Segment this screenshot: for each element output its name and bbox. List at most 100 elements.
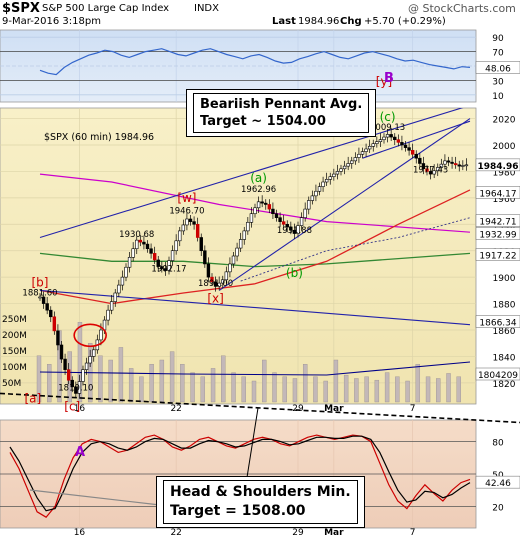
candle-body [292, 229, 297, 234]
candle-body [253, 207, 257, 215]
x-tick-label: Mar [324, 404, 344, 414]
volume-tick-label: 250M [2, 315, 27, 325]
wave-label: [x] [207, 291, 223, 305]
candle-body [99, 329, 103, 341]
last-label: Last [272, 16, 296, 27]
candle-body [117, 284, 121, 294]
candle-body [400, 142, 404, 146]
candle-body [188, 218, 193, 222]
x-tick-label: 16 [74, 404, 86, 414]
rsi-tick-label: 30 [492, 77, 504, 87]
candle-body [38, 296, 42, 299]
candle-body [289, 226, 293, 231]
price-value-label: 1881.60 [22, 288, 57, 298]
candle-body [127, 257, 132, 268]
candle-body [296, 225, 300, 234]
volume-bar [128, 368, 134, 403]
price-tick-label: 1880 [493, 301, 516, 311]
candle-body [382, 136, 386, 141]
candle-body [271, 208, 275, 215]
volume-tick-label: 150M [2, 347, 27, 357]
volume-bar [354, 378, 359, 403]
rsi-value-box [475, 61, 520, 74]
hs-line-2: Target = 1508.00 [170, 503, 306, 519]
price-tick-label: 1820 [493, 380, 516, 390]
candle-body [178, 230, 182, 242]
candle-body [52, 316, 57, 332]
candle-body [346, 163, 350, 167]
candle-body [106, 309, 110, 321]
candle-body [446, 160, 451, 163]
price-value-label: 1930.68 [119, 230, 154, 240]
candle-body [192, 221, 196, 225]
volume-bar [47, 364, 52, 403]
volume-bar [241, 376, 246, 403]
candle-body [389, 134, 393, 138]
candle-body [84, 362, 89, 370]
candle-body [231, 255, 236, 265]
x-tick-label: 29 [292, 404, 304, 414]
x-tick-label-lower: 29 [292, 528, 304, 538]
volume-tick-label: 50M [2, 379, 21, 389]
price-value-box [475, 248, 520, 261]
candle-body [163, 268, 168, 271]
candle-body [238, 239, 243, 249]
volume-bar [108, 359, 113, 403]
volume-tick-label: 200M [2, 331, 27, 341]
candle-body [314, 190, 318, 197]
candle-body [418, 157, 422, 164]
candle-body [224, 271, 229, 281]
copyright: @ StockCharts.com [408, 2, 516, 15]
candle-body [181, 224, 186, 232]
price-tick-label: 1900 [493, 274, 516, 284]
candle-body [443, 160, 447, 165]
rsi-tick-label: 70 [492, 49, 504, 59]
candle-body [59, 344, 64, 360]
candle-body [385, 134, 390, 138]
volume-bar [405, 380, 410, 403]
candle-body [149, 248, 153, 254]
index-name: S&P 500 Large Cap Index [42, 3, 170, 14]
price-value-box [475, 227, 520, 240]
candle-body [428, 171, 433, 175]
x-tick-label-lower: 7 [410, 528, 416, 538]
x-tick-label: 7 [410, 404, 416, 414]
price-tick-label: 1980 [493, 168, 516, 178]
ma-magenta-line [39, 173, 471, 233]
candle-body [70, 379, 74, 388]
symbol: $SPX [2, 1, 40, 16]
dotted-ma-line [240, 217, 471, 282]
lower-series-line [9, 435, 471, 512]
candle-body [335, 171, 340, 175]
volume-bar [456, 376, 461, 403]
candle-body [371, 143, 375, 147]
candle-body [63, 358, 67, 370]
candle-body [217, 282, 221, 287]
channel-inner-line [218, 118, 471, 291]
candle-body [145, 243, 150, 250]
volume-bar [98, 355, 103, 403]
price-value-box [475, 158, 520, 172]
pennant-line-1: Beariish Pennant Avg. [200, 97, 363, 112]
volume-value-tag: 1804209 [478, 371, 518, 381]
volume-bar [302, 364, 308, 403]
candle-body [453, 163, 458, 166]
volume-bar [395, 376, 400, 403]
candle-body [81, 369, 85, 382]
price-value-box [475, 214, 520, 227]
candle-body [421, 163, 426, 170]
candle-body [274, 213, 279, 218]
price-value-label: 2009.13 [370, 123, 405, 133]
candle-body [170, 250, 175, 261]
volume-bar [169, 351, 175, 403]
price-value-label: 1902.17 [151, 265, 186, 275]
wave-label: (a) [250, 171, 267, 185]
price-tick-label: 2020 [493, 116, 516, 126]
ma-green-line [39, 252, 471, 268]
candle-body [109, 301, 114, 311]
candle-body [45, 303, 49, 311]
volume-bar [77, 322, 83, 403]
candle-body [403, 144, 408, 148]
chg-value: +5.70 (+0.29%) [364, 16, 446, 27]
candle-body [242, 230, 246, 240]
